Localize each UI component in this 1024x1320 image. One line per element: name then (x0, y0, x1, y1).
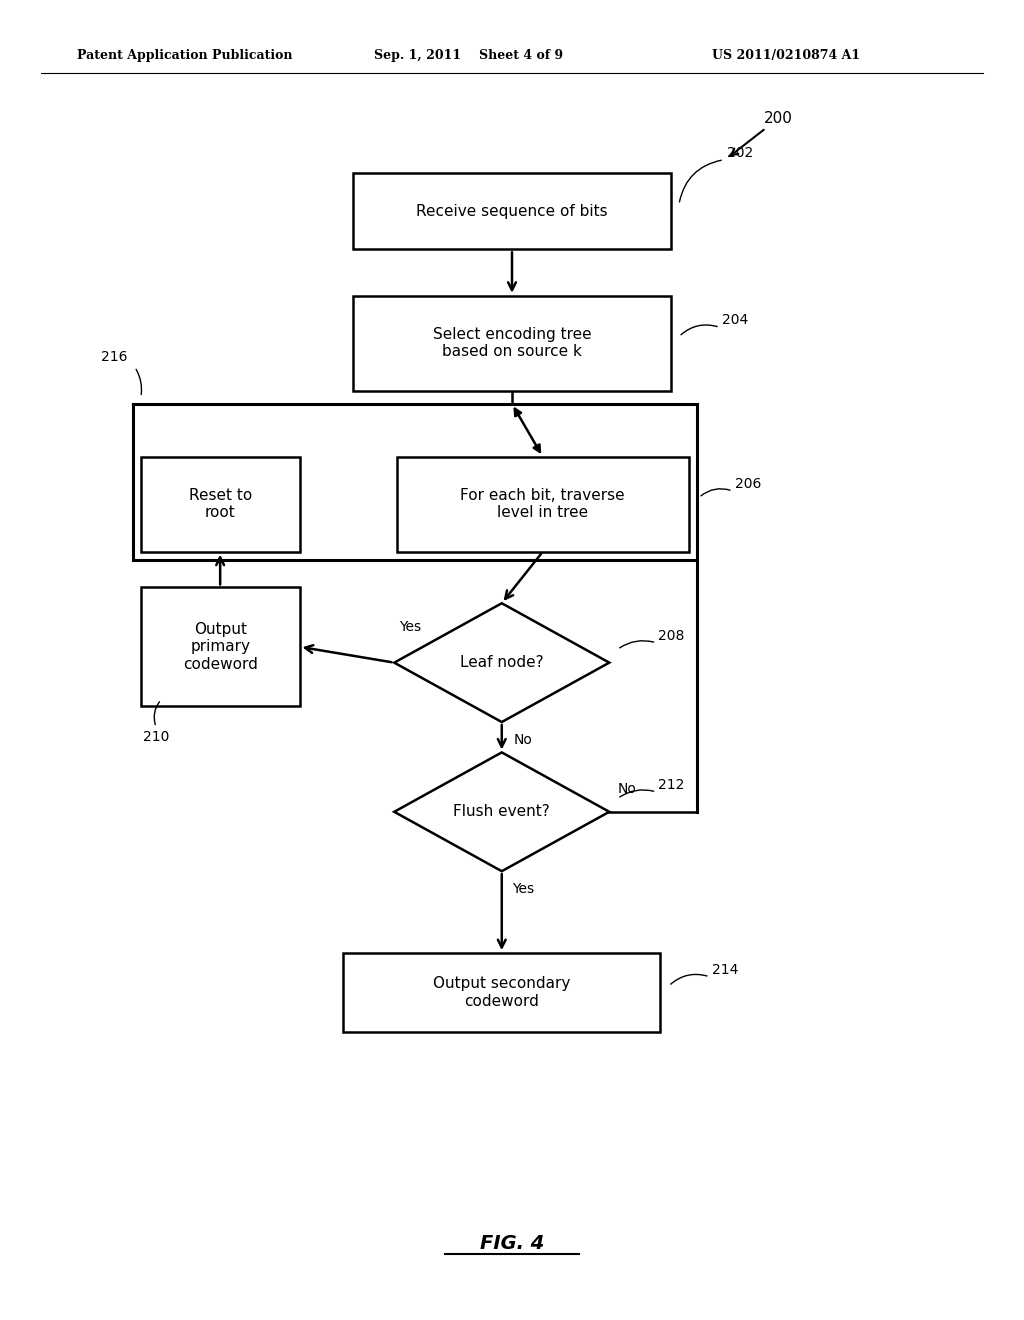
FancyBboxPatch shape (353, 173, 671, 249)
Text: For each bit, traverse
level in tree: For each bit, traverse level in tree (461, 488, 625, 520)
Text: US 2011/0210874 A1: US 2011/0210874 A1 (712, 49, 860, 62)
FancyBboxPatch shape (141, 587, 299, 706)
Text: 206: 206 (735, 477, 761, 491)
FancyBboxPatch shape (397, 457, 689, 552)
Text: Output
primary
codeword: Output primary codeword (182, 622, 258, 672)
Text: Sep. 1, 2011: Sep. 1, 2011 (374, 49, 461, 62)
Text: Patent Application Publication: Patent Application Publication (77, 49, 292, 62)
FancyBboxPatch shape (343, 953, 660, 1032)
Text: 200: 200 (764, 111, 793, 127)
Text: 210: 210 (143, 730, 169, 744)
Text: 212: 212 (658, 777, 685, 792)
Polygon shape (394, 603, 609, 722)
Text: 214: 214 (712, 962, 738, 977)
Text: No: No (617, 781, 636, 796)
Text: Yes: Yes (512, 882, 535, 896)
Text: 202: 202 (727, 145, 754, 160)
Text: Yes: Yes (399, 619, 422, 634)
Text: FIG. 4: FIG. 4 (480, 1234, 544, 1253)
Text: Sheet 4 of 9: Sheet 4 of 9 (479, 49, 563, 62)
Text: 204: 204 (722, 313, 749, 327)
Text: Receive sequence of bits: Receive sequence of bits (416, 203, 608, 219)
Text: Select encoding tree
based on source k: Select encoding tree based on source k (433, 327, 591, 359)
Text: Leaf node?: Leaf node? (460, 655, 544, 671)
FancyBboxPatch shape (353, 296, 671, 391)
Text: Reset to
root: Reset to root (188, 488, 252, 520)
Text: Output secondary
codeword: Output secondary codeword (433, 977, 570, 1008)
FancyBboxPatch shape (141, 457, 299, 552)
Polygon shape (394, 752, 609, 871)
Text: 208: 208 (658, 628, 685, 643)
Text: Flush event?: Flush event? (454, 804, 550, 820)
Text: 216: 216 (101, 350, 127, 364)
Text: No: No (514, 733, 532, 747)
